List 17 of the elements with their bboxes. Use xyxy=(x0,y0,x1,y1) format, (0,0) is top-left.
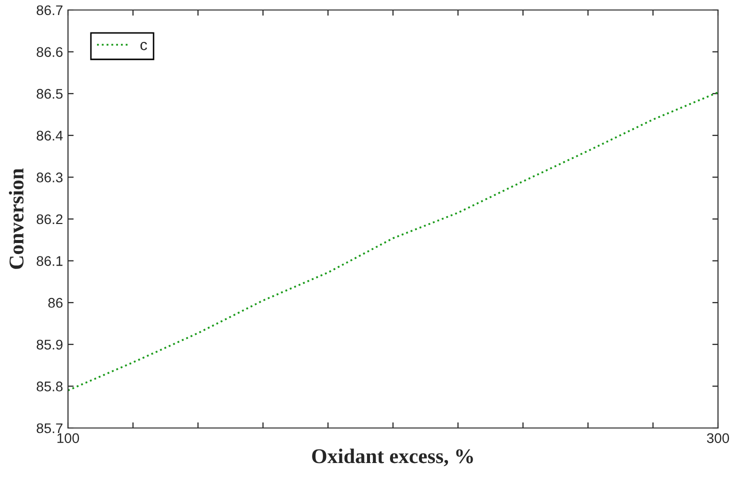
x-tick-label: 300 xyxy=(706,433,730,444)
y-tick-label: 86.5 xyxy=(36,88,63,99)
y-tick-label: 86.7 xyxy=(36,5,62,16)
y-tick-label: 85.9 xyxy=(36,340,62,350)
y-tick-label: 86.1 xyxy=(36,256,62,266)
x-tick-label: 100 xyxy=(57,433,80,444)
y-axis-title: Conversion xyxy=(8,168,24,269)
y-tick-label: 86.4 xyxy=(36,130,63,141)
line-series xyxy=(68,91,718,392)
y-tick-label: 86 xyxy=(48,298,63,308)
y-tick-label: 86.6 xyxy=(36,47,63,57)
y-tick-label: 85.7 xyxy=(36,423,62,434)
x-axis-title: Oxidant excess, % xyxy=(312,448,473,466)
y-tick-label: 86.2 xyxy=(36,214,62,224)
y-tick-label: 86.3 xyxy=(36,172,63,182)
legend-label: c xyxy=(140,42,148,50)
y-tick-label: 85.8 xyxy=(36,382,63,392)
